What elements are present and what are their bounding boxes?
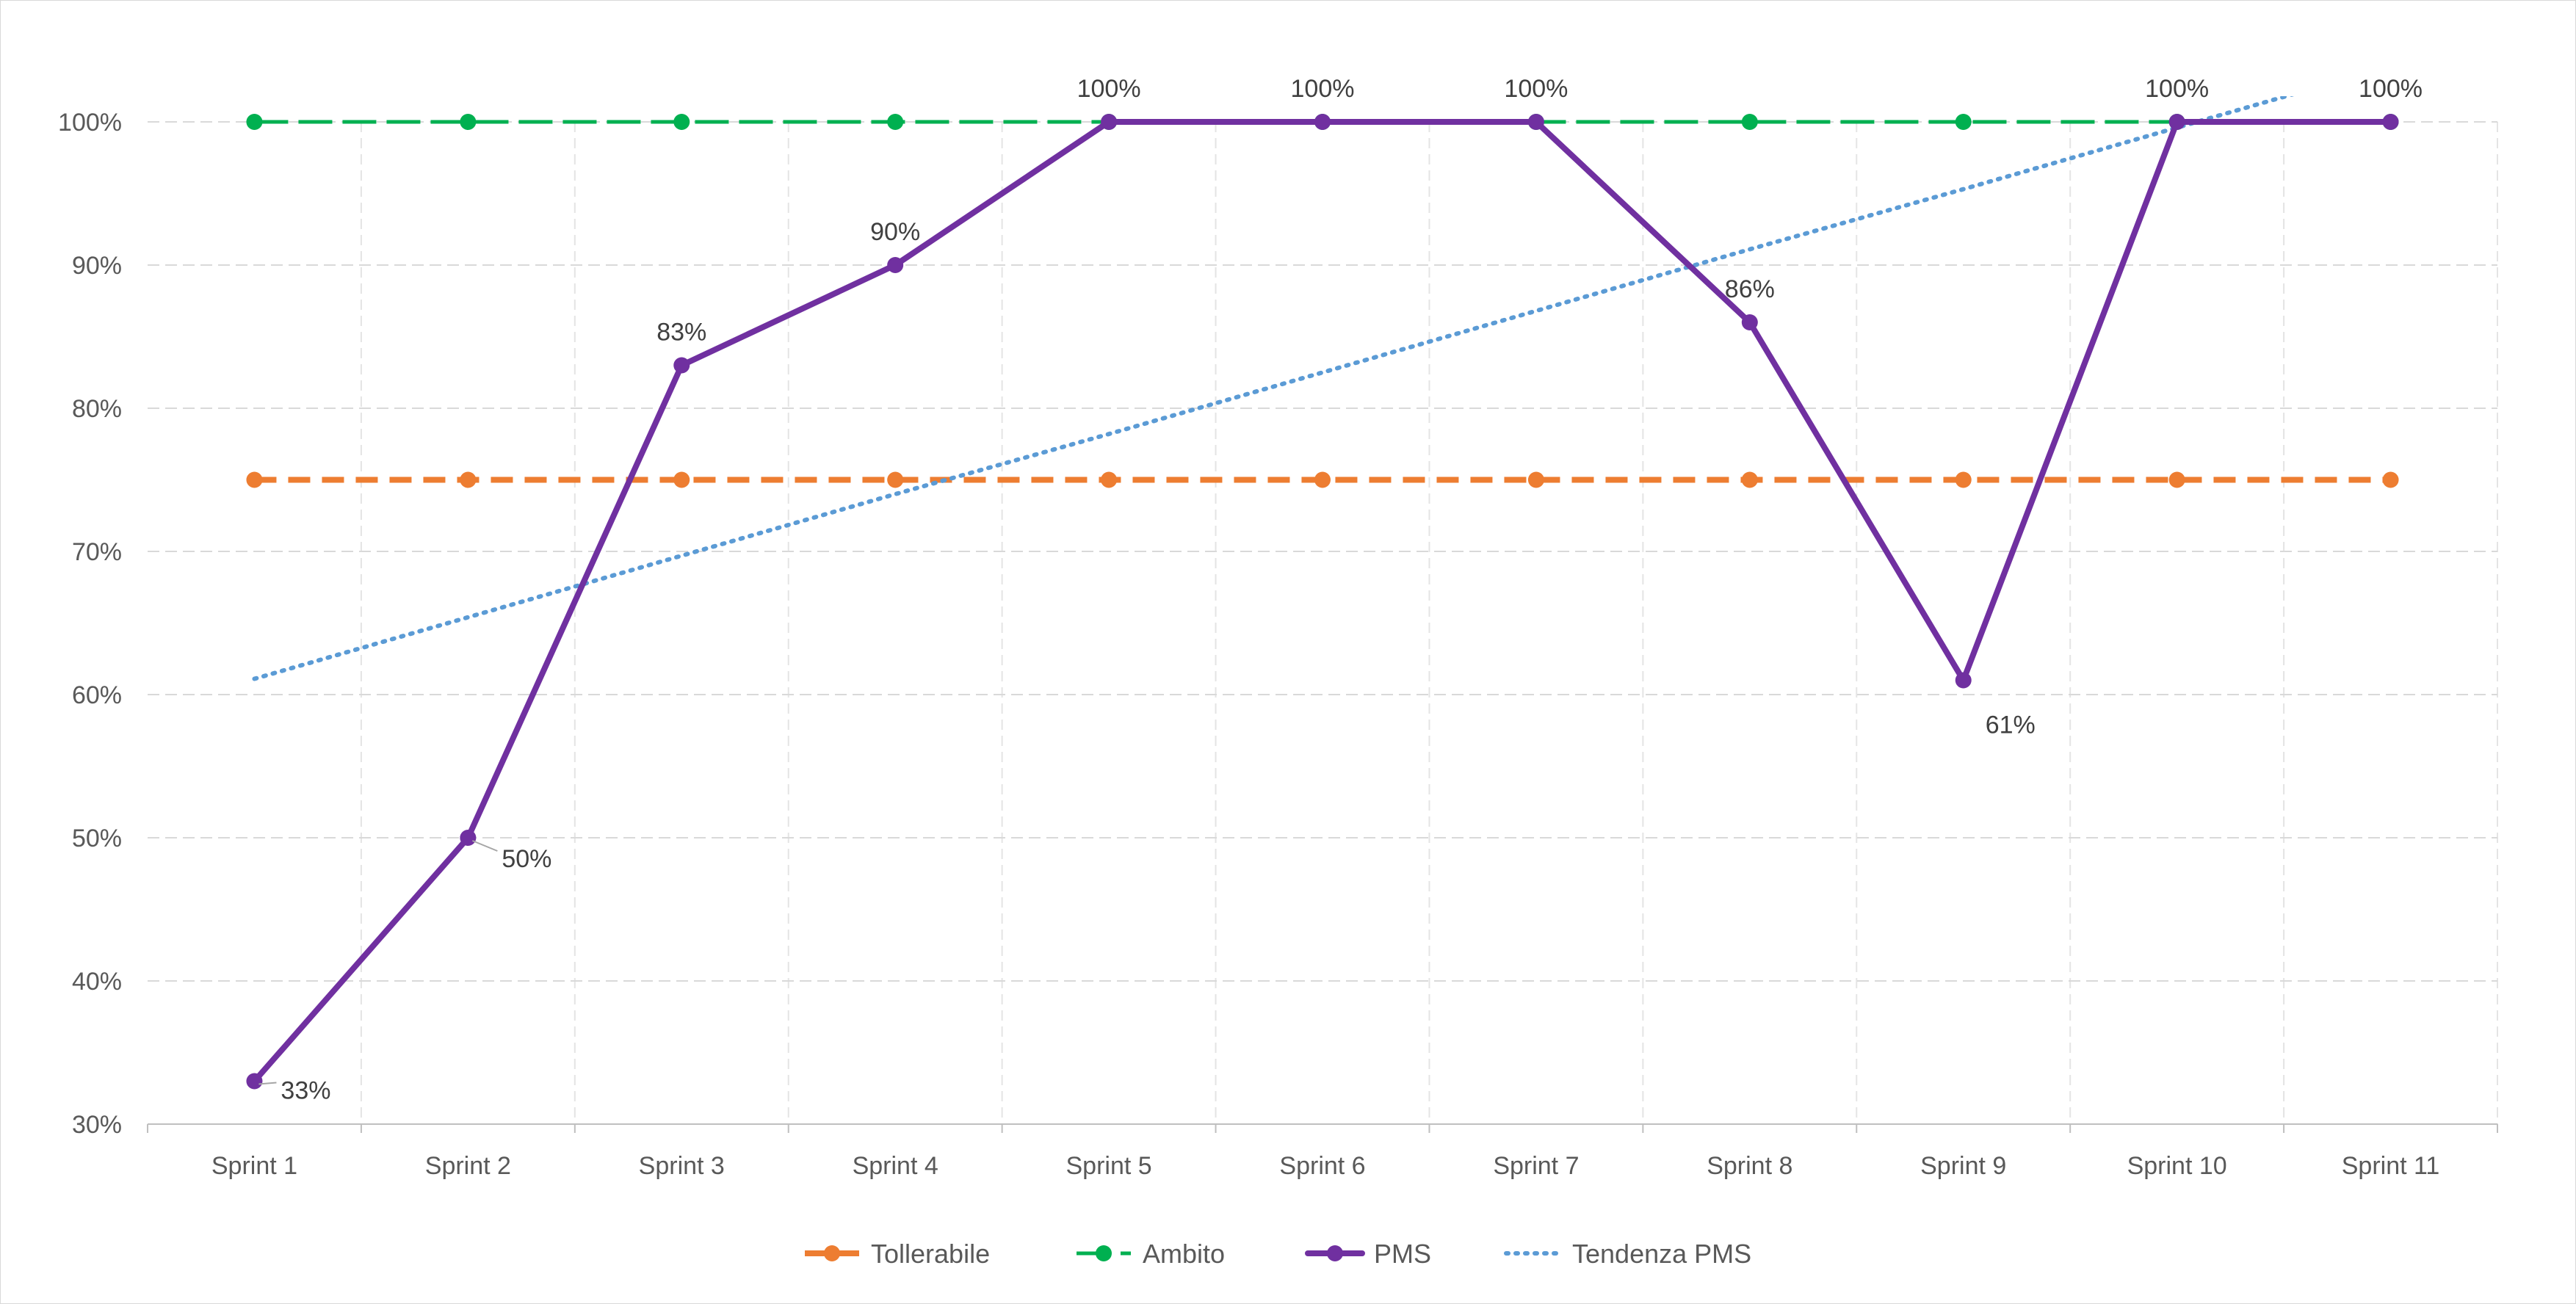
data-point-tollerabile [1527, 471, 1544, 488]
data-point-tollerabile [246, 471, 263, 488]
legend-label: Tollerabile [871, 1239, 990, 1269]
pms-data-label: 86% [1725, 275, 1775, 303]
data-point-pms [460, 830, 477, 846]
y-tick-label: 90% [72, 252, 122, 280]
y-tick-label: 80% [72, 395, 122, 423]
legend-marker [824, 1245, 840, 1261]
x-tick-label: Sprint 5 [1066, 1152, 1151, 1180]
data-point-pms [887, 257, 904, 273]
data-point-ambito [1955, 114, 1972, 130]
data-point-tollerabile [1101, 471, 1118, 488]
pms-data-label: 61% [1986, 711, 2036, 739]
pms-data-label: 100% [1077, 75, 1141, 103]
series-layer [246, 96, 2399, 1090]
x-tick-label: Sprint 10 [2127, 1152, 2227, 1180]
x-tick-label: Sprint 6 [1279, 1152, 1365, 1180]
legend: Tollerabile Ambito PMS Tendenza PMS [805, 1239, 1751, 1269]
data-point-tollerabile [2382, 471, 2399, 488]
legend-item-ambito: Ambito [1077, 1239, 1225, 1269]
pms-data-label: 90% [870, 218, 920, 246]
pms-data-label: 100% [2359, 75, 2423, 103]
data-point-ambito [673, 114, 690, 130]
y-tick-label: 30% [72, 1111, 122, 1139]
x-tick-label: Sprint 11 [2342, 1152, 2440, 1180]
data-point-pms [2382, 114, 2399, 130]
data-point-tollerabile [673, 471, 690, 488]
pms-data-label: 33% [281, 1077, 330, 1105]
data-point-pms [1741, 314, 1758, 330]
x-tick-label: Sprint 3 [639, 1152, 725, 1180]
data-point-pms [1314, 114, 1331, 130]
data-point-tollerabile [887, 471, 904, 488]
label-leader-line [471, 840, 498, 852]
data-point-pms [2168, 114, 2185, 130]
data-point-ambito [460, 114, 477, 130]
gridlines [148, 121, 2498, 1124]
legend-marker [1327, 1245, 1343, 1261]
data-point-ambito [887, 114, 904, 130]
x-tick-label: Sprint 7 [1493, 1152, 1579, 1180]
legend-item-pms: PMS [1305, 1239, 1431, 1269]
pms-data-label: 100% [2145, 75, 2209, 103]
data-point-tollerabile [1741, 471, 1758, 488]
data-point-tollerabile [460, 471, 477, 488]
data-point-tollerabile [1955, 471, 1972, 488]
data-point-pms [1101, 114, 1118, 130]
x-tick-label: Sprint 2 [425, 1152, 511, 1180]
x-tick-label: Sprint 8 [1707, 1152, 1792, 1180]
x-tick-label: Sprint 1 [211, 1152, 297, 1180]
label-leader-line [258, 1082, 277, 1085]
data-point-pms [673, 357, 690, 374]
x-tick-label: Sprint 4 [853, 1152, 938, 1180]
legend-marker [1096, 1245, 1112, 1261]
data-labels: 33% 50% 83% 90% 100% 100% 100% 86% 61% 100% 100% [258, 75, 2423, 1105]
legend-item-tollerabile: Tollerabile [805, 1239, 990, 1269]
y-tick-label: 60% [72, 681, 122, 709]
data-point-pms [246, 1073, 263, 1090]
pms-data-label: 100% [1504, 75, 1568, 103]
data-point-tollerabile [2168, 471, 2185, 488]
pms-data-label: 100% [1291, 75, 1355, 103]
legend-label: Tendenza PMS [1572, 1239, 1751, 1269]
data-point-pms [1955, 672, 1972, 689]
pms-data-label: 83% [656, 319, 706, 347]
y-tick-label: 50% [72, 825, 122, 852]
data-point-ambito [1741, 114, 1758, 130]
series-line-tendenza-pms [252, 96, 2294, 681]
legend-label: PMS [1374, 1239, 1431, 1269]
y-tick-label: 100% [58, 109, 122, 137]
legend-item-tendenza-pms: Tendenza PMS [1504, 1239, 1751, 1269]
y-tick-label: 40% [72, 968, 122, 996]
data-point-pms [1527, 114, 1544, 130]
data-point-tollerabile [1314, 471, 1331, 488]
y-tick-label: 70% [72, 538, 122, 566]
axes: 30% 40% 50% 60% 70% 80% 90% 100% Sprint 1 Sprint … [58, 109, 2498, 1180]
pms-data-label: 50% [502, 845, 551, 873]
legend-label: Ambito [1143, 1239, 1225, 1269]
data-point-ambito [246, 114, 263, 130]
x-tick-label: Sprint 9 [1920, 1152, 2006, 1180]
